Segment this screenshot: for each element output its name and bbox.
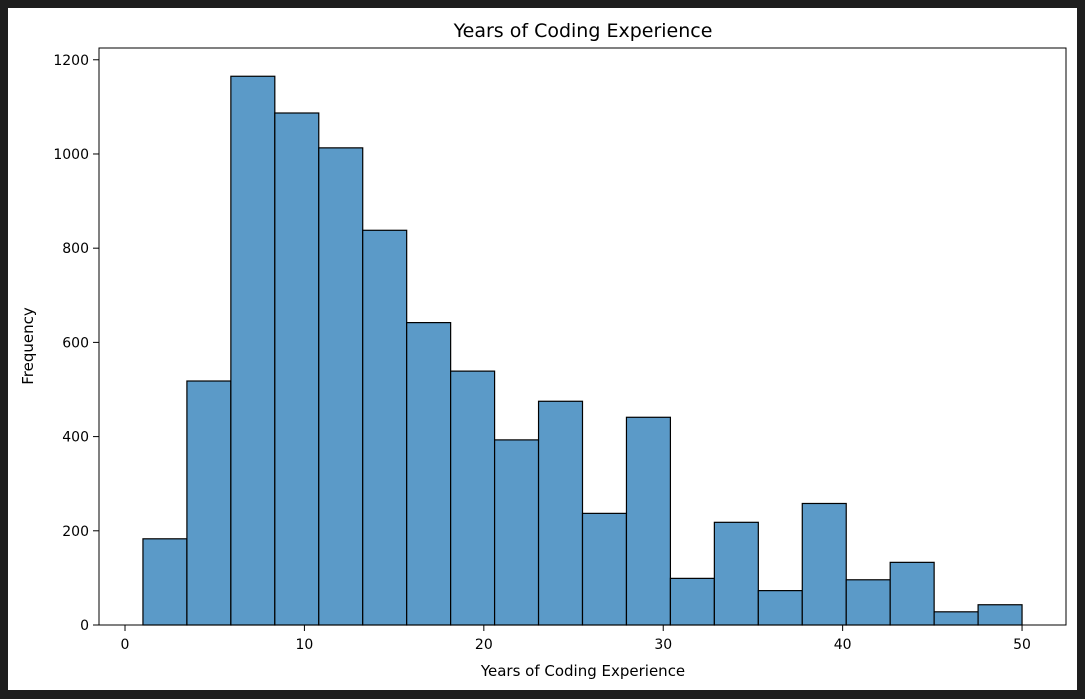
histogram-bar-18 bbox=[933, 611, 979, 626]
x-tick-label: 40 bbox=[834, 637, 852, 653]
histogram-bar-9 bbox=[537, 400, 584, 626]
histogram-bar-0 bbox=[142, 538, 188, 626]
histogram-bar-3 bbox=[274, 112, 320, 626]
plot-frame bbox=[98, 47, 1067, 626]
histogram-bar-10 bbox=[581, 512, 628, 626]
chart-title: Years of Coding Experience bbox=[453, 20, 713, 42]
x-tick-label: 20 bbox=[475, 637, 493, 653]
y-axis-label: Frequency bbox=[19, 307, 37, 385]
histogram-bar-17 bbox=[889, 561, 935, 626]
histogram-bar-15 bbox=[801, 502, 847, 626]
histogram-bar-4 bbox=[318, 147, 364, 626]
y-axis-ticks: 0 200 400 600 800 1000 1200 bbox=[53, 53, 99, 634]
y-tick-label: 1000 bbox=[53, 147, 89, 163]
y-tick-label: 200 bbox=[62, 524, 89, 540]
histogram-bar-6 bbox=[406, 322, 452, 626]
histogram-bar-8 bbox=[493, 439, 540, 626]
chart-figure: Years of Coding Experience 0 10 20 30 40 50 0… bbox=[8, 8, 1077, 690]
histogram-bar-7 bbox=[450, 370, 496, 626]
histogram-bar-12 bbox=[669, 577, 715, 626]
x-axis-label: Years of Coding Experience bbox=[480, 662, 685, 680]
histogram-bar-19 bbox=[977, 604, 1023, 626]
histogram-bar-1 bbox=[186, 380, 232, 626]
histogram-bar-14 bbox=[757, 590, 803, 626]
histogram-bar-2 bbox=[230, 75, 276, 626]
y-tick-label: 800 bbox=[62, 241, 89, 257]
y-tick-label: 0 bbox=[80, 618, 89, 634]
y-tick-label: 1200 bbox=[53, 53, 89, 69]
histogram-bar-13 bbox=[713, 521, 759, 626]
y-tick-label: 400 bbox=[62, 430, 89, 446]
y-tick-label: 600 bbox=[62, 335, 89, 351]
x-tick-label: 0 bbox=[121, 637, 130, 653]
x-tick-label: 50 bbox=[1013, 637, 1031, 653]
x-axis-ticks: 0 10 20 30 40 50 bbox=[121, 625, 1031, 653]
x-tick-label: 10 bbox=[296, 637, 314, 653]
histogram-bar-11 bbox=[625, 416, 672, 626]
histogram-bar-5 bbox=[362, 229, 408, 626]
x-tick-label: 30 bbox=[654, 637, 672, 653]
bars-group bbox=[142, 75, 1023, 626]
histogram-chart: Years of Coding Experience 0 10 20 30 40 50 0… bbox=[19, 20, 1067, 680]
histogram-bar-16 bbox=[845, 579, 891, 626]
